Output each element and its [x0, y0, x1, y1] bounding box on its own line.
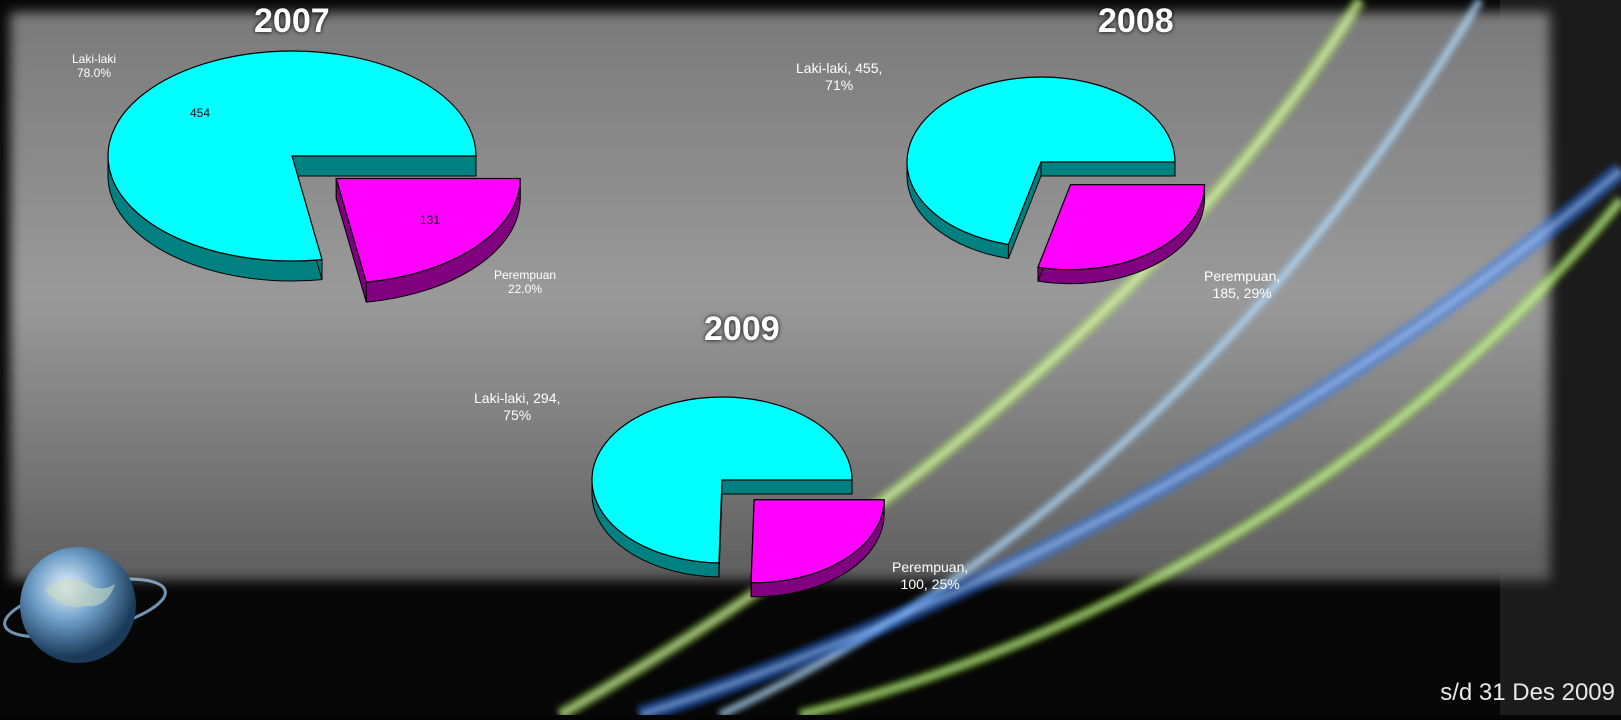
slice-2008-Laki-laki [906, 76, 1176, 246]
slice-2009-Laki-laki [591, 396, 853, 564]
globe-icon [3, 547, 167, 663]
label-2009-perempuan: Perempuan, 100, 25% [892, 559, 969, 592]
slice-edge-2007-0-1 [291, 155, 477, 177]
pie-2009 [591, 396, 885, 598]
label-2007-perempuan: Perempuan 22.0% [494, 268, 557, 296]
footer-date: s/d 31 Des 2009 [1440, 679, 1615, 706]
pie-2008 [906, 76, 1206, 285]
value-label-2007-laki-laki: 454 [190, 106, 211, 120]
slice-2009-Perempuan [750, 499, 885, 584]
label-2007-laki-laki: Laki-laki 78.0% [72, 52, 117, 80]
slice-edge-2009-0-1 [721, 479, 853, 495]
slice-side-2008-0 [906, 161, 1176, 260]
slice-edge-2008-0-1 [1040, 161, 1176, 177]
value-label-2007-perempuan: 131 [420, 213, 441, 227]
chart-title-2007: 2007 [254, 2, 330, 40]
chart-title-2009: 2009 [704, 310, 780, 348]
chart-title-2008: 2008 [1098, 2, 1174, 40]
light-streaks [556, 0, 1621, 715]
slice-2008-Perempuan [1037, 184, 1206, 271]
label-2008-perempuan: Perempuan, 185, 29% [1204, 268, 1281, 301]
slice-2007-Laki-laki [107, 50, 477, 262]
label-2008-laki-laki: Laki-laki, 455, 71% [796, 60, 883, 93]
label-2009-laki-laki: Laki-laki, 294, 75% [474, 390, 561, 423]
slice-2007-Perempuan [335, 177, 521, 283]
pie-2007 [107, 50, 521, 303]
